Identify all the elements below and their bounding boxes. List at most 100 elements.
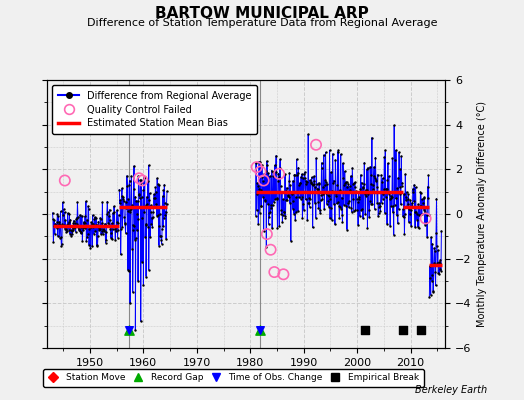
- Point: [68, 231, 77, 238]
- Point: [419, 204, 427, 210]
- Point: [144, 178, 152, 184]
- Point: [355, 194, 363, 200]
- Point: [103, 198, 112, 205]
- Point: [417, 190, 425, 196]
- Point: [52, 223, 60, 230]
- Point: [284, 192, 292, 199]
- Point: [309, 224, 317, 231]
- Point: [290, 171, 299, 178]
- Point: [346, 183, 354, 189]
- Point: [149, 209, 157, 215]
- Point: [264, 170, 272, 176]
- Point: [94, 218, 103, 225]
- Point: [64, 219, 73, 226]
- Point: [135, 192, 144, 198]
- Point: [154, 212, 162, 219]
- Point: [88, 221, 96, 227]
- Point: [315, 180, 323, 186]
- Point: [132, 235, 140, 242]
- Point: [403, 200, 412, 207]
- Point: [87, 219, 95, 226]
- Point: [362, 187, 370, 193]
- Point: [276, 156, 285, 162]
- Point: [426, 275, 434, 281]
- Point: [127, 206, 135, 213]
- Point: [313, 186, 321, 192]
- Point: [431, 269, 439, 275]
- Point: [62, 222, 71, 228]
- Point: [132, 198, 140, 204]
- Point: [270, 162, 279, 168]
- Point: [256, 327, 264, 333]
- Point: [378, 178, 386, 185]
- Point: [105, 206, 114, 213]
- Point: [107, 234, 115, 241]
- Point: [330, 177, 338, 184]
- Point: [316, 210, 324, 216]
- Point: [113, 219, 121, 226]
- Point: [295, 182, 303, 188]
- Point: [66, 210, 74, 217]
- Point: [258, 162, 266, 168]
- Point: [257, 203, 266, 210]
- Point: [318, 165, 326, 171]
- Point: [341, 168, 349, 174]
- Point: [312, 214, 320, 221]
- Point: [307, 180, 315, 186]
- Point: [296, 180, 304, 186]
- Point: [436, 268, 445, 274]
- Point: [292, 156, 301, 162]
- Point: [333, 182, 341, 188]
- Point: [292, 209, 300, 215]
- Point: [307, 179, 315, 185]
- Point: [391, 195, 400, 202]
- Point: [300, 169, 309, 176]
- Point: [422, 212, 431, 218]
- Point: [399, 206, 407, 212]
- Point: [425, 263, 434, 269]
- Point: [71, 223, 79, 230]
- Point: [63, 228, 71, 234]
- Point: [160, 200, 169, 206]
- Point: [368, 182, 377, 188]
- Point: [70, 218, 78, 224]
- Point: [122, 230, 130, 236]
- Point: [107, 230, 115, 236]
- Point: [351, 207, 359, 214]
- Point: [396, 190, 405, 197]
- Point: [262, 244, 270, 250]
- Point: [85, 225, 94, 232]
- Point: [383, 176, 391, 183]
- Point: [387, 195, 396, 201]
- Point: [412, 209, 421, 215]
- Point: [428, 278, 436, 284]
- Point: [297, 193, 305, 200]
- Point: [161, 212, 169, 218]
- Point: [324, 192, 332, 198]
- Point: [131, 194, 139, 200]
- Point: [384, 188, 392, 195]
- Point: [293, 172, 301, 178]
- Point: [83, 217, 91, 223]
- Point: [283, 197, 291, 204]
- Point: [143, 202, 151, 208]
- Point: [408, 202, 416, 209]
- Text: Berkeley Earth: Berkeley Earth: [415, 385, 487, 395]
- Point: [309, 182, 318, 188]
- Point: [283, 192, 292, 198]
- Point: [350, 208, 358, 214]
- Point: [319, 184, 328, 190]
- Point: [93, 222, 101, 228]
- Point: [127, 173, 136, 179]
- Point: [437, 228, 445, 234]
- Point: [125, 327, 133, 333]
- Point: [397, 201, 405, 208]
- Point: [352, 189, 361, 195]
- Point: [274, 225, 282, 232]
- Point: [256, 210, 264, 216]
- Point: [50, 223, 58, 230]
- Point: [160, 215, 168, 221]
- Point: [77, 228, 85, 235]
- Point: [146, 234, 154, 240]
- Point: [285, 194, 293, 200]
